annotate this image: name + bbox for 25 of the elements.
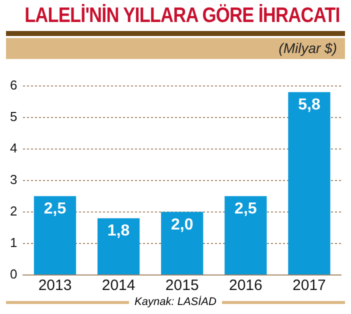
chart-title: LALELİ'NİN YILLARA GÖRE İHRACATI: [24, 4, 340, 29]
data-label: 1,8: [107, 222, 130, 240]
y-tick-label: 3: [10, 172, 18, 187]
data-label: 2,0: [170, 216, 194, 234]
data-label: 5,8: [298, 96, 320, 114]
y-tick-label: 1: [10, 235, 18, 250]
x-tick-label: 2014: [102, 277, 136, 294]
y-tick-label: 2: [10, 204, 18, 219]
x-tick-label: 2013: [38, 277, 72, 294]
x-tick-label: 2015: [165, 277, 199, 294]
y-tick-label: 5: [10, 108, 18, 124]
data-label: 2,5: [44, 200, 66, 218]
bar: [34, 196, 76, 274]
bar: [288, 92, 330, 274]
x-tick-label: 2017: [292, 277, 326, 294]
y-tick-label: 6: [10, 77, 18, 92]
x-tick-label: 2016: [228, 277, 262, 294]
text: Kaynak: LASİAD: [134, 296, 216, 308]
bar: [224, 196, 267, 274]
y-tick-label: 4: [10, 140, 18, 156]
bar: [161, 212, 204, 274]
bar: [97, 218, 140, 274]
y-axis-title: (Milyar $): [6, 38, 345, 59]
data-label: 2,5: [234, 200, 257, 218]
y-tick-label: 0: [10, 266, 18, 282]
